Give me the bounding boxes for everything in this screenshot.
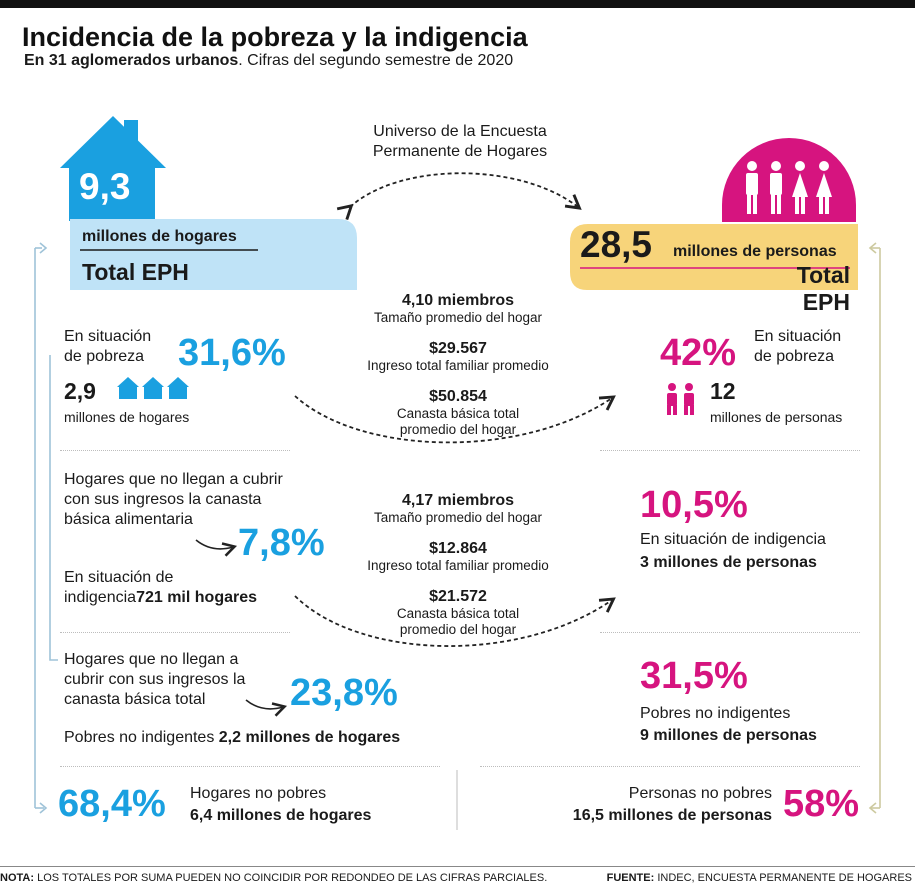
- indigencia-small-arrow: [195, 539, 238, 557]
- divider-rule: [60, 450, 290, 451]
- universe-arrow: [336, 172, 582, 221]
- pobreza-hogares-count: 2,9: [64, 378, 96, 404]
- canasta-total-pct: 23,8%: [290, 672, 398, 714]
- footer-fuente: FUENTE: INDEC, ENCUESTA PERMANENTE DE HO…: [606, 872, 912, 884]
- top-bar: [0, 0, 915, 8]
- divider-rule: [480, 766, 860, 767]
- pobreza-hogares-pct: 31,6%: [178, 332, 286, 374]
- pobres-no-indigentes-label: Pobres no indigentes: [640, 705, 791, 722]
- no-pobres-hogares-pct: 68,4%: [58, 783, 166, 825]
- indigencia-hogares-pct: 7,8%: [238, 522, 325, 564]
- pobreza-hogares-unit: millones de hogares: [64, 409, 190, 425]
- small-people-icons: [667, 383, 694, 415]
- pobres-no-indigentes-count: 9 millones de personas: [640, 727, 817, 744]
- canasta-pobres-hogares: Pobres no indigentes 2,2 millones de hog…: [64, 729, 401, 746]
- indigencia-averages: 4,17 miembros Tamaño promedio del hogar …: [328, 491, 588, 638]
- house-icon: [60, 116, 166, 221]
- personas-total-value: 28,5: [580, 224, 653, 265]
- indigencia-personas-count: 3 millones de personas: [640, 554, 817, 571]
- pobreza-arrow: [294, 395, 616, 444]
- page-subtitle: En 31 aglomerados urbanos. Cifras del se…: [24, 52, 514, 69]
- no-pobres-hogares-count: 6,4 millones de hogares: [190, 807, 372, 824]
- hogares-total-label: Total EPH: [82, 259, 189, 285]
- indigencia-situacion: En situación de indigencia721 mil hogare…: [64, 569, 258, 606]
- no-pobres-hogares-label: Hogares no pobres: [190, 785, 327, 802]
- page-title: Incidencia de la pobreza y la indigencia: [22, 22, 528, 52]
- universe-caption: Universo de la Encuesta Permanente de Ho…: [372, 123, 548, 160]
- indigencia-miembros: 4,17 miembros: [401, 492, 515, 509]
- pobreza-personas-label: En situación de pobreza: [754, 328, 842, 365]
- indigencia-personas-pct: 10,5%: [640, 484, 748, 526]
- personas-total-unit: millones de personas: [673, 243, 837, 260]
- footer-nota: NOTA: LOS TOTALES POR SUMA PUEDEN NO COI…: [0, 872, 548, 884]
- pobreza-personas-count: 12: [710, 378, 736, 404]
- indigencia-hogares-text: Hogares que no llegan a cubrir con sus i…: [64, 471, 283, 528]
- personas-total-label: Total EPH: [796, 262, 850, 315]
- hogares-total-box: [70, 219, 357, 290]
- people-dome-icon: [722, 138, 856, 222]
- divider-rule: [60, 766, 440, 767]
- hogares-total-value: 9,3: [79, 166, 131, 207]
- pobreza-hogares-label: En situación de pobreza: [64, 328, 152, 365]
- no-pobres-personas-pct: 58%: [783, 783, 860, 825]
- divider-rule: [600, 450, 860, 451]
- pobreza-personas-unit: millones de personas: [710, 409, 843, 425]
- no-pobres-personas-count: 16,5 millones de personas: [572, 807, 772, 824]
- canasta-total-text: Hogares que no llegan a cubrir con sus i…: [64, 651, 246, 708]
- pobreza-miembros: 4,10 miembros: [401, 292, 515, 309]
- indigencia-canasta: $21.572: [429, 588, 487, 605]
- indigencia-personas-label: En situación de indigencia: [640, 531, 826, 548]
- hogares-total-unit: millones de hogares: [82, 228, 237, 245]
- personas-total-box: [570, 224, 858, 290]
- pobreza-canasta: $50.854: [429, 388, 487, 405]
- pobreza-personas-pct: 42%: [660, 332, 737, 374]
- pobres-no-indigentes-pct: 31,5%: [640, 655, 748, 697]
- divider-rule: [60, 632, 290, 633]
- divider-rule: [600, 632, 860, 633]
- footer-rule: [0, 866, 915, 867]
- canasta-small-arrow: [245, 699, 288, 717]
- small-house-icons: [117, 377, 189, 399]
- indigencia-ingreso: $12.864: [429, 540, 487, 557]
- pobreza-averages: 4,10 miembros Tamaño promedio del hogar …: [328, 291, 588, 438]
- pobreza-ingreso: $29.567: [429, 340, 487, 357]
- no-pobres-personas-label: Personas no pobres: [628, 785, 772, 802]
- indigencia-arrow: [294, 595, 616, 647]
